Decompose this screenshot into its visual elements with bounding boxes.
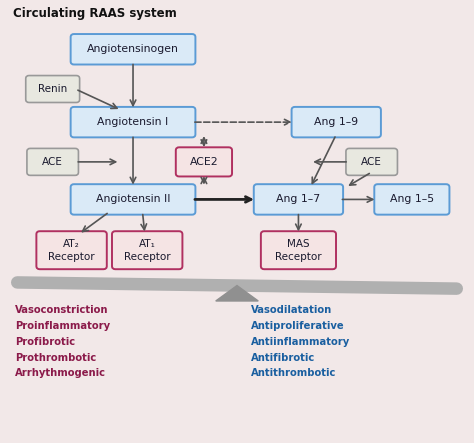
Text: Antiproliferative: Antiproliferative [251,321,345,331]
Text: Antiinflammatory: Antiinflammatory [251,337,350,346]
Text: Proinflammatory: Proinflammatory [15,321,110,331]
FancyBboxPatch shape [261,231,336,269]
Text: MAS: MAS [287,239,310,249]
Text: Profibrotic: Profibrotic [15,337,75,346]
Polygon shape [216,286,258,301]
Text: Receptor: Receptor [275,252,322,262]
Text: AT₁: AT₁ [139,239,155,249]
Text: Ang 1–9: Ang 1–9 [314,117,358,127]
Text: Ang 1–5: Ang 1–5 [390,194,434,204]
FancyBboxPatch shape [36,231,107,269]
FancyBboxPatch shape [71,184,195,215]
FancyBboxPatch shape [292,107,381,137]
Text: ACE: ACE [361,157,382,167]
Text: Angiotensinogen: Angiotensinogen [87,44,179,54]
Text: Prothrombotic: Prothrombotic [15,353,96,362]
FancyBboxPatch shape [27,148,78,175]
Text: Vasodilatation: Vasodilatation [251,305,332,315]
FancyBboxPatch shape [26,76,80,102]
Text: Renin: Renin [38,84,67,94]
Text: Arrhythmogenic: Arrhythmogenic [15,369,106,378]
FancyBboxPatch shape [71,34,195,65]
FancyBboxPatch shape [374,184,449,215]
FancyBboxPatch shape [254,184,343,215]
Text: Vasoconstriction: Vasoconstriction [15,305,109,315]
Text: ACE: ACE [42,157,63,167]
Text: ACE2: ACE2 [190,157,218,167]
FancyBboxPatch shape [176,148,232,176]
Text: Antifibrotic: Antifibrotic [251,353,315,362]
Text: Circulating RAAS system: Circulating RAAS system [12,7,176,19]
Text: Ang 1–7: Ang 1–7 [276,194,320,204]
Text: AT₂: AT₂ [63,239,80,249]
FancyBboxPatch shape [346,148,398,175]
Text: Angiotensin I: Angiotensin I [97,117,169,127]
Text: Receptor: Receptor [124,252,171,262]
Text: Receptor: Receptor [48,252,95,262]
FancyBboxPatch shape [112,231,182,269]
Text: Antithrombotic: Antithrombotic [251,369,337,378]
FancyBboxPatch shape [71,107,195,137]
Text: Angiotensin II: Angiotensin II [96,194,170,204]
